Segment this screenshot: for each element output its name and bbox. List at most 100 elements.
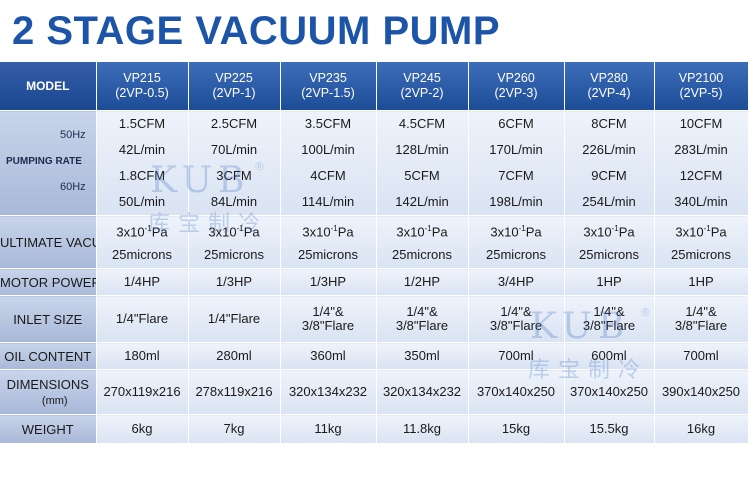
pa-unit: Pa (618, 224, 635, 240)
pressure-microns: 25microns (298, 247, 358, 262)
pumping-rate-cell: 3.5CFM 100L/min 4CFM 114L/min (280, 110, 377, 216)
pumping-rate-cell: 8CFM 226L/min 9CFM 254L/min (564, 110, 655, 216)
model-header-cell: VP280 (2VP-4) (564, 62, 655, 111)
pressure-microns: 25microns (486, 247, 546, 262)
model-code: (2VP-5) (679, 86, 723, 100)
pa-unit: Pa (151, 224, 168, 240)
pressure-microns: 25microns (392, 247, 452, 262)
cfm-60hz: 7CFM (498, 168, 534, 183)
pa-exponent: -1 (518, 224, 526, 233)
inlet-size-line2: 3/8"Flare (674, 318, 728, 333)
lmin-50hz: 128L/min (395, 142, 449, 157)
lmin-60hz: 142L/min (395, 194, 449, 209)
pressure-pa: 3x10-1Pa (377, 216, 468, 242)
motor-power-value: 1HP (564, 268, 655, 296)
model-name: VP260 (497, 71, 535, 85)
lmin-60hz: 84L/min (210, 194, 258, 209)
model-header-cell: VP245 (2VP-2) (376, 62, 469, 111)
weight-label: WEIGHT (0, 414, 97, 444)
pa-unit: Pa (710, 224, 727, 240)
lmin-50hz: 100L/min (301, 142, 355, 157)
pa-base: 3x10 (208, 224, 237, 240)
weight-value: 6kg (96, 414, 189, 444)
hz-50-label: 50Hz (60, 129, 86, 141)
pa-base: 3x10 (675, 224, 704, 240)
cfm-50hz: 6CFM (498, 116, 534, 131)
inlet-size-cell: 1/4"& 3/8"Flare (376, 295, 469, 343)
pa-exponent: -1 (330, 224, 338, 233)
cfm-60hz: 5CFM (404, 168, 440, 183)
lmin-60hz: 50L/min (118, 194, 166, 209)
inlet-size-cell: 1/4"& 3/8"Flare (468, 295, 565, 343)
cfm-50hz: 10CFM (679, 116, 723, 131)
pressure-microns: 25microns (112, 247, 172, 262)
model-code: (2VP-3) (494, 86, 538, 100)
model-code: (2VP-0.5) (115, 86, 169, 100)
pumping-rate-cell: 4.5CFM 128L/min 5CFM 142L/min (376, 110, 469, 216)
model-header-cell: VP2100 (2VP-5) (654, 62, 749, 111)
model-header-cell: VP215 (2VP-0.5) (96, 62, 189, 111)
ultimate-vacuum-cell: 3x10-1Pa 25microns (468, 215, 565, 269)
pressure-pa: 3x10-1Pa (565, 216, 654, 242)
ultimate-vacuum-cell: 3x10-1Pa 25microns (376, 215, 469, 269)
inlet-size-label: INLET SIZE (0, 295, 97, 343)
pressure-microns: 25microns (671, 247, 731, 262)
model-name: VP245 (403, 71, 441, 85)
model-name: VP225 (215, 71, 253, 85)
pressure-pa: 3x10-1Pa (97, 216, 188, 242)
motor-power-value: 1/3HP (280, 268, 377, 296)
dimensions-value: 320x134x232 (280, 369, 377, 415)
model-name: VP215 (123, 71, 161, 85)
oil-content-value: 180ml (96, 342, 189, 370)
dimensions-value: 390x140x250 (654, 369, 749, 415)
pa-unit: Pa (431, 224, 448, 240)
dimensions-value: 370x140x250 (468, 369, 565, 415)
pa-base: 3x10 (583, 224, 612, 240)
weight-value: 7kg (188, 414, 281, 444)
inlet-size-line1: 1/4"& (406, 304, 438, 319)
pa-unit: Pa (525, 224, 542, 240)
cfm-50hz: 1.5CFM (118, 116, 166, 131)
ultimate-vacuum-cell: 3x10-1Pa 25microns (654, 215, 749, 269)
model-label: MODEL (0, 62, 97, 111)
ultimate-vacuum-cell: 3x10-1Pa 25microns (96, 215, 189, 269)
pa-unit: Pa (337, 224, 354, 240)
inlet-size-line1: 1/4"& (685, 304, 717, 319)
oil-content-value: 360ml (280, 342, 377, 370)
motor-power-label: MOTOR POWER (0, 268, 97, 296)
weight-value: 15kg (468, 414, 565, 444)
weight-value: 16kg (654, 414, 749, 444)
motor-power-value: 1HP (654, 268, 749, 296)
lmin-60hz: 114L/min (301, 194, 355, 209)
dimensions-value: 270x119x216 (96, 369, 189, 415)
inlet-size-cell: 1/4"Flare (96, 295, 189, 343)
model-code: (2VP-1) (212, 86, 256, 100)
pressure-pa: 3x10-1Pa (655, 216, 748, 242)
model-name: VP280 (590, 71, 628, 85)
pumping-rate-label-cell: 50Hz PUMPING RATE 60Hz (0, 110, 97, 216)
dimensions-value: 320x134x232 (376, 369, 469, 415)
ultimate-vacuum-label: ULTIMATE VACUUM (0, 215, 97, 269)
inlet-size-line2: 3/8"Flare (395, 318, 449, 333)
inlet-size-line2: 3/8"Flare (582, 318, 636, 333)
pa-base: 3x10 (302, 224, 331, 240)
motor-power-value: 1/3HP (188, 268, 281, 296)
pumping-rate-cell: 6CFM 170L/min 7CFM 198L/min (468, 110, 565, 216)
inlet-size-cell: 1/4"& 3/8"Flare (280, 295, 377, 343)
oil-content-value: 700ml (468, 342, 565, 370)
lmin-50hz: 170L/min (489, 142, 543, 157)
pressure-microns: 25microns (204, 247, 264, 262)
pa-base: 3x10 (116, 224, 145, 240)
model-header-cell: VP235 (2VP-1.5) (280, 62, 377, 111)
oil-content-value: 700ml (654, 342, 749, 370)
cfm-50hz: 4.5CFM (398, 116, 446, 131)
inlet-size-cell: 1/4"& 3/8"Flare (654, 295, 749, 343)
cfm-60hz: 3CFM (216, 168, 252, 183)
model-header-cell: VP225 (2VP-1) (188, 62, 281, 111)
model-code: (2VP-1.5) (301, 86, 355, 100)
cfm-60hz: 4CFM (310, 168, 346, 183)
pressure-pa: 3x10-1Pa (469, 216, 564, 242)
pa-exponent: -1 (236, 224, 244, 233)
ultimate-vacuum-cell: 3x10-1Pa 25microns (280, 215, 377, 269)
model-name: VP2100 (678, 71, 724, 85)
